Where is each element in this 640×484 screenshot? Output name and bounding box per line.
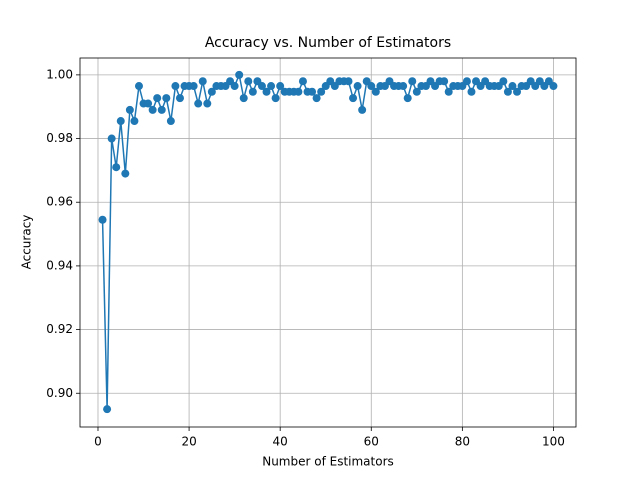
marker [239,94,248,103]
marker [349,94,358,103]
marker [153,94,162,103]
marker [298,77,307,86]
marker [148,105,157,114]
y-tick-label: 0.94 [46,258,73,272]
marker [262,87,271,96]
marker [194,99,203,108]
marker [371,87,380,96]
marker [276,82,285,91]
marker [112,163,121,172]
marker [312,94,321,103]
marker [107,134,116,143]
x-tick-label: 40 [273,435,288,449]
y-tick-label: 0.90 [46,386,73,400]
marker [513,87,522,96]
x-axis-label: Number of Estimators [262,455,394,469]
marker [267,82,276,91]
marker [412,87,421,96]
marker [125,105,134,114]
marker [508,82,517,91]
marker [198,77,207,86]
marker [116,117,125,126]
marker [248,87,257,96]
marker [134,82,143,91]
marker [462,77,471,86]
marker [358,105,367,114]
x-tick-label: 20 [181,435,196,449]
marker [499,77,508,86]
x-tick-label: 100 [542,435,565,449]
marker [157,105,166,114]
marker [230,82,239,91]
marker [171,82,180,91]
marker [121,169,130,178]
marker [367,82,376,91]
marker [549,82,558,91]
marker [467,87,476,96]
marker [408,77,417,86]
marker [203,99,212,108]
marker [98,215,107,224]
x-tick-label: 0 [94,435,102,449]
plot-frame [79,57,577,428]
marker [294,87,303,96]
y-tick-label: 0.98 [46,131,73,145]
y-axis-label: Accuracy [20,215,34,270]
marker [444,87,453,96]
marker [130,117,139,126]
marker [162,94,171,103]
marker [189,82,198,91]
marker [317,87,326,96]
marker [207,87,216,96]
marker [244,77,253,86]
x-tick-label: 80 [455,435,470,449]
marker [403,94,412,103]
marker [235,70,244,79]
marker [308,87,317,96]
marker [103,405,112,414]
marker [271,94,280,103]
marker [440,77,449,86]
marker [353,82,362,91]
marker [166,117,175,126]
marker [175,94,184,103]
marker [344,77,353,86]
marker [257,82,266,91]
y-tick-label: 1.00 [46,67,73,81]
x-tick-label: 60 [364,435,379,449]
y-tick-label: 0.96 [46,195,73,209]
marker [399,82,408,91]
chart-title: Accuracy vs. Number of Estimators [205,35,451,51]
marker [144,99,153,108]
y-tick-label: 0.92 [46,322,73,336]
marker [503,87,512,96]
